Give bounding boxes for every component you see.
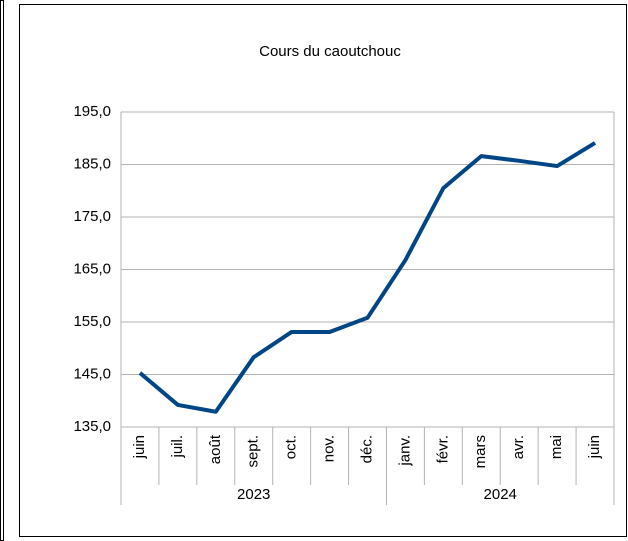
x-tick-label: févr. [434, 435, 451, 463]
y-tick-label: 185,0 [73, 155, 111, 172]
x-tick-label: juil. [169, 435, 186, 459]
x-tick-label: août [207, 434, 224, 464]
x-tick-label: mai [548, 435, 565, 459]
y-tick-label: 175,0 [73, 208, 111, 225]
chart-title: Cours du caoutchouc [259, 43, 401, 60]
x-tick-label: juin [131, 435, 148, 459]
group-label: 2023 [237, 486, 270, 503]
y-tick-label: 145,0 [73, 365, 111, 382]
x-tick-label: oct. [283, 435, 300, 459]
x-tick-label: avr. [510, 435, 527, 459]
x-tick-label: juin [586, 435, 603, 459]
y-tick-label: 135,0 [73, 418, 111, 435]
x-tick-label: mars [472, 435, 489, 468]
x-tick-label: sept. [245, 435, 262, 468]
y-tick-label: 155,0 [73, 313, 111, 330]
left-edge [0, 0, 4, 541]
group-label: 2024 [484, 486, 517, 503]
y-tick-label: 165,0 [73, 260, 111, 277]
x-tick-label: janv. [396, 435, 413, 467]
x-tick-label: nov. [321, 435, 338, 462]
line-series [138, 141, 597, 414]
y-tick-label: 195,0 [73, 103, 111, 120]
x-tick-label: déc. [358, 435, 375, 463]
